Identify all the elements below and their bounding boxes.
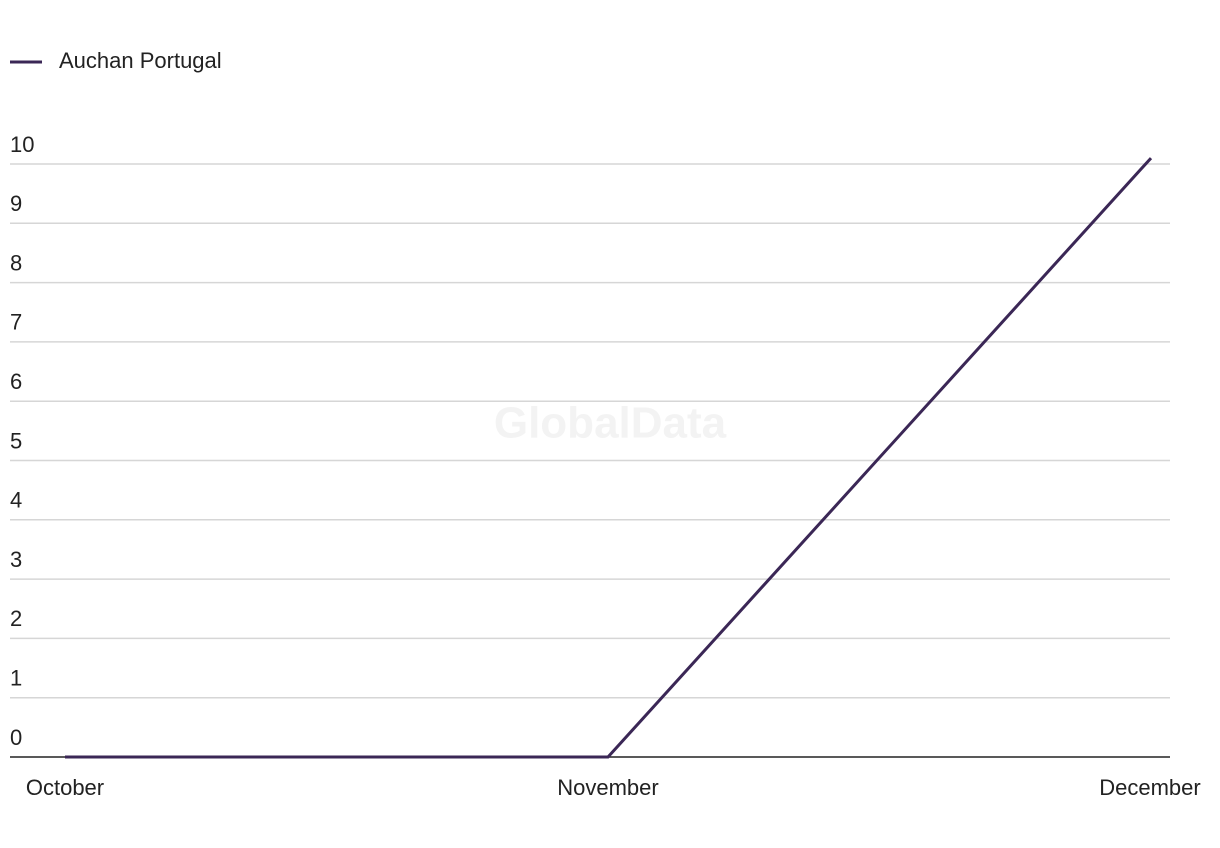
legend-label: Auchan Portugal <box>59 48 222 73</box>
y-tick-label: 5 <box>10 428 22 453</box>
y-tick-label: 3 <box>10 547 22 572</box>
y-tick-label: 6 <box>10 369 22 394</box>
y-tick-label: 7 <box>10 310 22 335</box>
x-tick-label: October <box>26 775 104 800</box>
y-tick-label: 10 <box>10 132 34 157</box>
legend: Auchan Portugal <box>10 48 222 73</box>
y-tick-label: 4 <box>10 488 22 513</box>
y-tick-label: 1 <box>10 666 22 691</box>
watermark: GlobalData <box>494 399 727 448</box>
line <box>65 157 1153 759</box>
y-tick-label: 2 <box>10 606 22 631</box>
x-tick-label: November <box>557 775 658 800</box>
y-tick-label: 0 <box>10 725 22 750</box>
y-tick-label: 9 <box>10 191 22 216</box>
x-tick-label: December <box>1099 775 1200 800</box>
y-tick-label: 8 <box>10 250 22 275</box>
